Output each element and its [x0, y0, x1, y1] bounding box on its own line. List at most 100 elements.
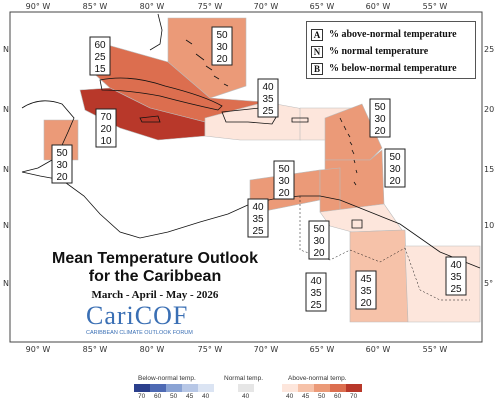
- probability-legend: A % above-normal temperature N % normal …: [306, 21, 476, 79]
- probability-boxes: 5030206025157020105030205030204035254035…: [51, 26, 467, 312]
- scale-below-value: 70: [138, 393, 146, 400]
- latitude-labels-right: 25° 20° 15° 10° 5°: [484, 45, 495, 288]
- scale-normal-value: 40: [242, 393, 250, 400]
- scale-above-value: 40: [286, 393, 294, 400]
- box-below-value: 25: [310, 300, 322, 311]
- box-above-value: 60: [94, 40, 106, 51]
- scale-below-value: 40: [202, 393, 210, 400]
- scale-below-swatch: [182, 384, 198, 392]
- box-normal-value: 30: [216, 42, 228, 53]
- latitude-label-right: 25°: [484, 45, 495, 54]
- box-normal-value: 35: [450, 272, 462, 283]
- box-below-value: 25: [262, 106, 274, 117]
- box-normal-value: 20: [100, 124, 112, 135]
- longitude-label-top: 55° W: [423, 2, 448, 11]
- box-normal-value: 35: [310, 288, 322, 299]
- longitude-label-bottom: 65° W: [310, 345, 335, 354]
- scale-below-value: 45: [186, 393, 194, 400]
- scale-below-value: 50: [170, 393, 178, 400]
- map-title-line-1: Mean Temperature Outlook: [52, 250, 258, 267]
- latitude-label-left: N: [3, 45, 9, 54]
- box-normal-value: 30: [374, 114, 386, 125]
- box-above-value: 40: [450, 260, 462, 271]
- box-below-value: 20: [278, 188, 290, 199]
- box-below-value: 25: [450, 284, 462, 295]
- legend-key-below: B: [311, 62, 323, 75]
- longitude-labels-top: 90° W 85° W 80° W 75° W 70° W 65° W 60° W 55° W: [26, 2, 448, 11]
- box-above-value: 50: [216, 30, 228, 41]
- longitude-label-top: 80° W: [140, 2, 165, 11]
- map-title-block: Mean Temperature Outlook for the Caribbe…: [40, 250, 270, 301]
- box-normal-value: 25: [94, 52, 106, 63]
- box-below-value: 15: [94, 64, 106, 75]
- longitude-label-bottom: 55° W: [423, 345, 448, 354]
- caricof-logo: CariCOF CARIBBEAN CLIMATE OUTLOOK FORUM: [86, 303, 226, 337]
- box-above-value: 50: [389, 152, 401, 163]
- scale-above-value: 50: [318, 393, 326, 400]
- longitude-label-top: 90° W: [26, 2, 51, 11]
- box-above-value: 50: [278, 164, 290, 175]
- box-above-value: 45: [360, 274, 372, 285]
- scale-above-swatch: [346, 384, 362, 392]
- box-normal-value: 30: [389, 164, 401, 175]
- longitude-label-top: 65° W: [310, 2, 335, 11]
- scale-below-swatch: [150, 384, 166, 392]
- longitude-label-bottom: 80° W: [140, 345, 165, 354]
- box-below-value: 20: [313, 248, 325, 259]
- scale-above-value: 70: [350, 393, 358, 400]
- scale-above-swatch: [282, 384, 298, 392]
- longitude-label-bottom: 70° W: [254, 345, 279, 354]
- box-above-value: 50: [56, 148, 68, 159]
- scale-above-swatch: [298, 384, 314, 392]
- box-normal-value: 30: [278, 176, 290, 187]
- box-below-value: 20: [374, 126, 386, 137]
- forecast-period: March - April - May - 2026: [91, 289, 219, 301]
- scale-normal-swatch: [238, 384, 254, 392]
- longitude-label-bottom: 85° W: [83, 345, 108, 354]
- scale-above-swatch: [314, 384, 330, 392]
- longitude-label-top: 70° W: [254, 2, 279, 11]
- box-below-value: 10: [100, 136, 112, 147]
- scale-normal-label: Normal temp.: [224, 375, 264, 382]
- legend-key-normal: N: [311, 45, 323, 58]
- latitude-label-left: N: [3, 165, 9, 174]
- longitude-label-bottom: 60° W: [366, 345, 391, 354]
- longitude-label-top: 60° W: [366, 2, 391, 11]
- latitude-label-right: 5°: [484, 279, 493, 288]
- scale-below-label: Below-normal temp.: [138, 375, 196, 382]
- latitude-label-left: N: [3, 105, 9, 114]
- box-below-value: 20: [216, 54, 228, 65]
- longitude-label-top: 75° W: [198, 2, 223, 11]
- box-above-value: 40: [310, 276, 322, 287]
- legend-row-normal: N % normal temperature: [311, 43, 471, 60]
- map-title-line-2: for the Caribbean: [88, 268, 222, 285]
- box-normal-value: 35: [252, 214, 264, 225]
- box-above-value: 40: [262, 82, 274, 93]
- longitude-label-bottom: 75° W: [198, 345, 223, 354]
- latitude-labels-left: N N N N N: [3, 45, 9, 288]
- box-below-value: 20: [360, 298, 372, 309]
- scale-below-swatch: [198, 384, 214, 392]
- scale-below-swatch: [166, 384, 182, 392]
- scale-above-value: 45: [302, 393, 310, 400]
- box-normal-value: 30: [313, 236, 325, 247]
- longitude-label-bottom: 90° W: [26, 345, 51, 354]
- latitude-label-right: 15°: [484, 165, 495, 174]
- legend-label-normal: % normal temperature: [329, 46, 429, 57]
- region-leeward: [324, 103, 383, 161]
- box-normal-value: 35: [262, 94, 274, 105]
- legend-row-below: B % below-normal temperature: [311, 60, 471, 77]
- legend-label-below: % below-normal temperature: [329, 63, 457, 74]
- scale-above-label: Above-normal temp.: [288, 375, 347, 382]
